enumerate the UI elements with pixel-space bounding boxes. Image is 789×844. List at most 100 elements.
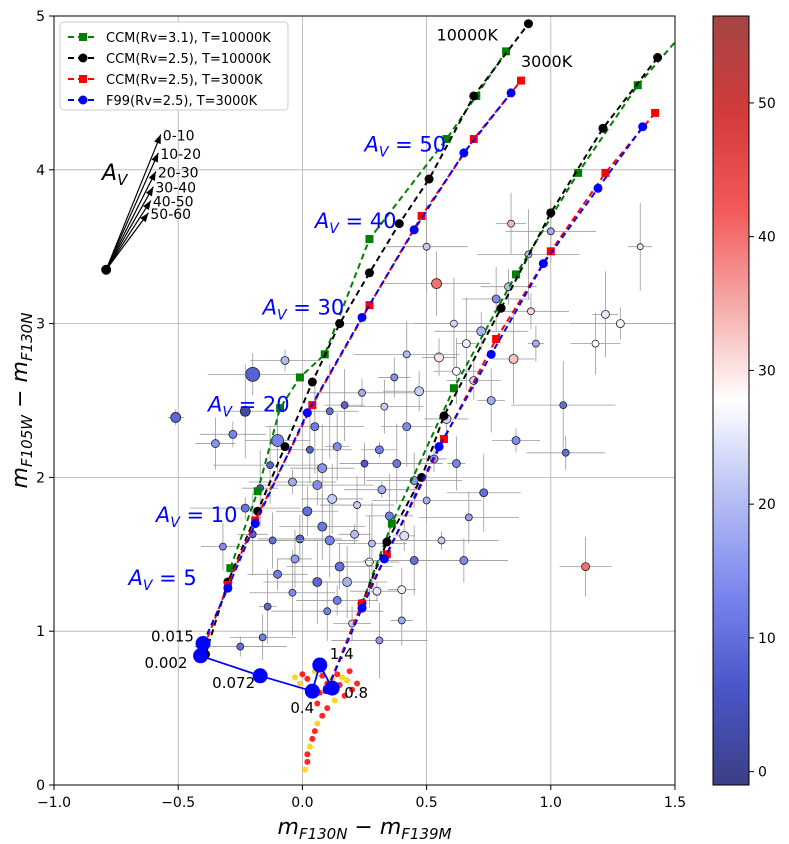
track-point bbox=[439, 411, 449, 421]
track-point bbox=[502, 47, 511, 56]
source-point bbox=[375, 445, 384, 455]
reddening-arrow-label: 50-60 bbox=[150, 207, 191, 223]
source-point bbox=[399, 530, 410, 541]
source-point bbox=[402, 422, 412, 432]
av-annotation-sub: V bbox=[170, 515, 181, 531]
track-point bbox=[364, 268, 374, 278]
track-point bbox=[574, 168, 583, 177]
source-point bbox=[358, 388, 366, 397]
track-point bbox=[593, 183, 603, 193]
track-point bbox=[598, 123, 608, 133]
legend-marker bbox=[78, 95, 88, 105]
track-point bbox=[365, 301, 374, 310]
y-tick-label: 2 bbox=[36, 470, 45, 486]
av-annotation-value: = 50 bbox=[388, 132, 446, 156]
y-axis-label-sep: − bbox=[8, 382, 33, 414]
source-point bbox=[312, 577, 323, 587]
colorbar-tick-label: 20 bbox=[758, 497, 776, 513]
source-point bbox=[384, 511, 394, 521]
isochrone-label: 0.015 bbox=[151, 628, 194, 646]
source-point bbox=[397, 585, 407, 595]
y-axis-label-base2: m bbox=[8, 361, 33, 382]
track-point bbox=[633, 81, 642, 90]
legend: CCM(Rv=3.1), T=10000K CCM(Rv=2.5), T=1000… bbox=[59, 21, 289, 111]
y-tick-label: 0 bbox=[36, 778, 45, 794]
x-axis-label-sep: − bbox=[347, 815, 379, 840]
pms-point bbox=[339, 674, 346, 681]
y-tick-label: 3 bbox=[36, 317, 45, 333]
reddening-arrowhead bbox=[148, 171, 156, 181]
source-point bbox=[273, 569, 282, 579]
source-point bbox=[219, 542, 227, 551]
source-point bbox=[452, 366, 461, 376]
x-axis-label: mF130N − mF139M bbox=[278, 815, 452, 843]
isochrone-point bbox=[195, 636, 211, 652]
reddening-symbol-base: A bbox=[100, 161, 117, 186]
source-point bbox=[377, 485, 387, 495]
isochrone-label: 0.4 bbox=[290, 699, 314, 717]
x-axis-label-base2: m bbox=[380, 815, 401, 840]
reddening-arrowhead bbox=[143, 200, 151, 211]
source-point bbox=[464, 513, 473, 522]
isochrone: 0.015 0.002 0.072 0.4 1.4 0.8 bbox=[145, 628, 369, 718]
source-point bbox=[365, 557, 374, 567]
av-annotation-sub: V bbox=[222, 404, 233, 420]
track-point bbox=[469, 91, 479, 101]
track-point bbox=[601, 168, 610, 177]
track-line-right-0 bbox=[361, 84, 639, 604]
source-point bbox=[350, 529, 359, 539]
source-point bbox=[459, 556, 469, 565]
av-annotation-prefix: A bbox=[154, 503, 170, 527]
track-point bbox=[512, 270, 521, 279]
av-annotation-prefix: A bbox=[363, 132, 379, 156]
source-point bbox=[239, 405, 251, 417]
av-annotation-value: = 5 bbox=[152, 566, 196, 590]
track-point bbox=[486, 349, 496, 359]
pms-cloud bbox=[291, 668, 361, 773]
av-annotation-value: = 10 bbox=[180, 503, 238, 527]
source-point bbox=[240, 503, 250, 513]
source-point bbox=[310, 422, 320, 432]
reddening-symbol: AV bbox=[100, 161, 129, 189]
reddening-arrowhead bbox=[151, 152, 159, 163]
track-point bbox=[382, 550, 391, 559]
source-point bbox=[332, 442, 342, 452]
pms-point bbox=[306, 743, 313, 750]
av-annotation-value: = 30 bbox=[287, 295, 345, 319]
source-point bbox=[422, 242, 431, 251]
track-point bbox=[358, 599, 367, 608]
isochrone-label: 0.072 bbox=[212, 674, 255, 692]
track-point bbox=[394, 219, 404, 229]
isochrone-point bbox=[252, 668, 268, 684]
source-point bbox=[390, 373, 399, 382]
track-point bbox=[449, 384, 458, 393]
colorbar: 0 10 20 30 40 50 bbox=[712, 15, 776, 786]
colorbar-tick-label: 30 bbox=[758, 363, 776, 379]
reddening-tracks bbox=[196, 19, 675, 695]
track-line-right-1 bbox=[326, 56, 659, 691]
source-point bbox=[380, 402, 389, 411]
source-point bbox=[295, 534, 305, 544]
isochrone-point bbox=[193, 648, 209, 664]
track-point bbox=[424, 174, 434, 184]
pms-point bbox=[331, 697, 338, 704]
source-point bbox=[368, 539, 376, 548]
reddening-arrowhead bbox=[154, 134, 161, 145]
track-point bbox=[496, 303, 506, 313]
pms-point bbox=[346, 668, 353, 675]
source-point bbox=[581, 562, 590, 572]
source-point bbox=[340, 401, 349, 410]
source-point bbox=[531, 339, 540, 348]
source-point bbox=[450, 319, 458, 328]
av-annotation-sub: V bbox=[143, 578, 154, 594]
temperature-label: 10000K bbox=[437, 26, 499, 45]
source-point bbox=[268, 536, 277, 545]
source-point bbox=[397, 616, 406, 625]
pms-point bbox=[296, 680, 303, 687]
y-tick-label: 1 bbox=[36, 624, 45, 640]
track-point bbox=[506, 88, 516, 98]
pms-point bbox=[304, 758, 311, 765]
plot-frame bbox=[53, 15, 676, 786]
